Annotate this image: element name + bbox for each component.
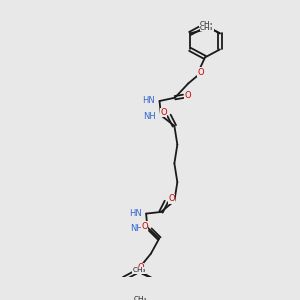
Text: O: O <box>141 222 148 231</box>
Text: NH: NH <box>143 112 156 121</box>
Text: CH₃: CH₃ <box>200 25 213 31</box>
Text: O: O <box>137 263 144 272</box>
Text: O: O <box>160 108 167 117</box>
Text: CH₃: CH₃ <box>132 268 146 274</box>
Text: O: O <box>168 194 175 203</box>
Text: HN: HN <box>142 96 155 105</box>
Text: CH₃: CH₃ <box>200 21 213 27</box>
Text: NH: NH <box>130 224 142 233</box>
Text: CH₃: CH₃ <box>134 296 147 300</box>
Text: O: O <box>185 91 191 100</box>
Text: HN: HN <box>129 208 142 217</box>
Text: O: O <box>197 68 204 77</box>
